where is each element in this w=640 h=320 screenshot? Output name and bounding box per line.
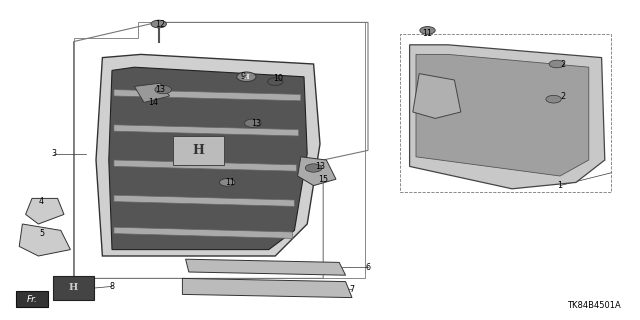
Polygon shape <box>114 90 301 101</box>
Circle shape <box>546 95 561 103</box>
Circle shape <box>305 164 322 172</box>
Text: 10: 10 <box>273 74 284 83</box>
Circle shape <box>237 72 256 82</box>
Text: 13: 13 <box>315 162 325 171</box>
Text: Fr.: Fr. <box>27 295 37 304</box>
Text: 1: 1 <box>557 181 563 190</box>
Text: 8: 8 <box>109 282 115 291</box>
Circle shape <box>549 60 564 68</box>
Text: H: H <box>193 144 204 157</box>
Text: 2: 2 <box>561 60 566 68</box>
Polygon shape <box>16 291 48 307</box>
Circle shape <box>151 20 166 28</box>
Text: H: H <box>69 284 78 292</box>
Circle shape <box>155 85 172 94</box>
Polygon shape <box>19 224 70 256</box>
Text: 13: 13 <box>155 85 165 94</box>
Circle shape <box>244 119 261 127</box>
Text: 5: 5 <box>39 229 44 238</box>
Polygon shape <box>134 83 170 102</box>
Polygon shape <box>114 227 292 238</box>
Polygon shape <box>186 259 346 275</box>
Polygon shape <box>173 136 224 165</box>
Polygon shape <box>109 67 307 250</box>
Text: 9: 9 <box>241 72 246 81</box>
Text: 4: 4 <box>39 197 44 206</box>
Circle shape <box>268 78 283 85</box>
Circle shape <box>220 179 235 186</box>
Polygon shape <box>53 276 95 300</box>
Polygon shape <box>298 157 336 186</box>
Text: H: H <box>243 73 250 81</box>
Polygon shape <box>114 125 299 136</box>
Polygon shape <box>182 278 352 298</box>
Polygon shape <box>114 195 294 206</box>
Polygon shape <box>114 160 296 171</box>
Polygon shape <box>96 54 320 256</box>
Text: 12: 12 <box>155 20 165 28</box>
Text: 11: 11 <box>422 29 433 38</box>
Polygon shape <box>410 45 605 189</box>
Polygon shape <box>416 54 589 176</box>
Text: 15: 15 <box>318 175 328 184</box>
Circle shape <box>420 27 435 34</box>
Text: 14: 14 <box>148 98 159 107</box>
Text: TK84B4501A: TK84B4501A <box>567 301 621 310</box>
Polygon shape <box>413 74 461 118</box>
Text: 11: 11 <box>225 178 236 187</box>
Text: 2: 2 <box>561 92 566 100</box>
Text: 3: 3 <box>52 149 57 158</box>
Text: 6: 6 <box>365 263 371 272</box>
Polygon shape <box>26 198 64 224</box>
Text: 13: 13 <box>251 119 261 128</box>
Text: 7: 7 <box>349 285 355 294</box>
